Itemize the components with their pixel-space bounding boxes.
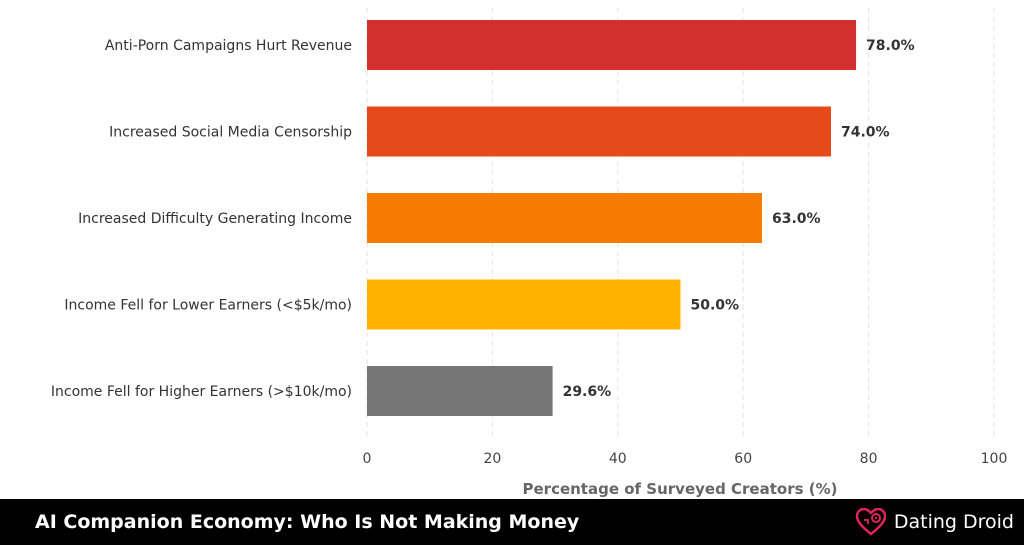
bar bbox=[367, 366, 553, 416]
value-label: 63.0% bbox=[772, 211, 821, 227]
bar bbox=[367, 20, 857, 70]
x-tick-label: 100 bbox=[981, 451, 1008, 467]
footer-bar: AI Companion Economy: Who Is Not Making … bbox=[0, 499, 1024, 545]
brand-logo: Dating Droid bbox=[855, 508, 1014, 536]
category-label: Increased Difficulty Generating Income bbox=[78, 211, 352, 227]
x-tick-label: 80 bbox=[860, 451, 878, 467]
bars: Anti-Porn Campaigns Hurt Revenue 78.0% Inc… bbox=[51, 20, 915, 416]
heart-gear-icon bbox=[855, 508, 886, 536]
bar-chart: Anti-Porn Campaigns Hurt Revenue 78.0% Inc… bbox=[51, 8, 1008, 498]
value-label: 78.0% bbox=[866, 38, 915, 54]
value-label: 74.0% bbox=[841, 125, 890, 141]
category-label: Increased Social Media Censorship bbox=[109, 125, 352, 141]
x-tick-label: 40 bbox=[609, 451, 627, 467]
value-label: 29.6% bbox=[563, 384, 612, 400]
footer-title: AI Companion Economy: Who Is Not Making … bbox=[35, 511, 580, 533]
bar bbox=[367, 193, 763, 243]
x-axis-ticks: 0 20 40 60 80 100 bbox=[363, 451, 1008, 467]
bar bbox=[367, 279, 681, 330]
bar bbox=[367, 106, 831, 157]
category-label: Income Fell for Lower Earners (<$5k/mo) bbox=[64, 298, 352, 314]
value-label: 50.0% bbox=[691, 298, 740, 314]
x-tick-label: 60 bbox=[734, 451, 752, 467]
x-tick-label: 20 bbox=[483, 451, 501, 467]
x-tick-label: 0 bbox=[363, 451, 372, 467]
brand-name: Dating Droid bbox=[893, 511, 1014, 533]
x-axis-title: Percentage of Surveyed Creators (%) bbox=[523, 480, 838, 498]
category-label: Anti-Porn Campaigns Hurt Revenue bbox=[105, 38, 352, 54]
category-label: Income Fell for Higher Earners (>$10k/mo… bbox=[51, 384, 352, 400]
